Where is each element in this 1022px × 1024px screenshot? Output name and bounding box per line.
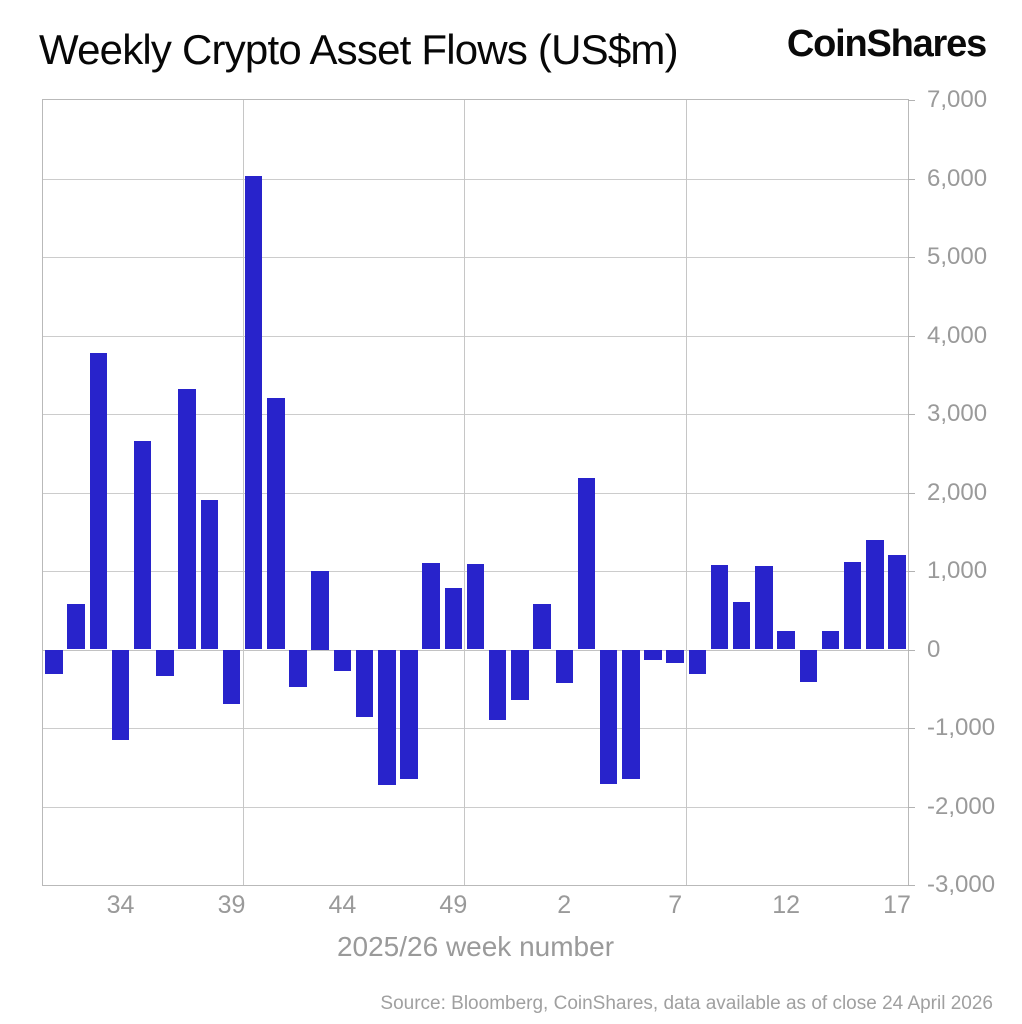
gridline-x: [686, 100, 688, 885]
bar-week-10: [732, 602, 751, 650]
x-axis-label-week-34: 34: [106, 891, 135, 919]
chart-title: Weekly Crypto Asset Flows (US$m): [39, 26, 679, 73]
y-tick-5000: [908, 257, 915, 258]
y-axis-label-4000: 4,000: [927, 321, 988, 349]
x-axis-label-week-17: 17: [883, 891, 911, 919]
y-axis-label-6000: 6,000: [927, 164, 988, 192]
coinshares-logo: CoinShares: [786, 23, 987, 65]
bar-week-43: [311, 571, 329, 650]
bar-week-37: [178, 388, 196, 650]
gridline-y-0: [43, 649, 908, 651]
bar-week-1: [533, 603, 551, 650]
bar-week-4: [599, 649, 618, 784]
y-axis-label--1000: -1,000: [927, 714, 996, 741]
bar-week-42: [289, 649, 307, 688]
y-tick-7000: [908, 100, 915, 101]
y-tick-2000: [908, 492, 915, 494]
x-axis-label-week-49: 49: [439, 891, 468, 919]
bar-week-13: [799, 649, 818, 682]
gridline-x: [242, 100, 244, 885]
bar-week-35: [133, 440, 152, 650]
gridline-y-5000: [43, 257, 908, 258]
bar-week-50: [466, 563, 485, 650]
y-tick-0: [908, 649, 915, 651]
source-note: Source: Bloomberg, CoinShares, data avai…: [380, 993, 993, 1014]
y-axis-label-1000: 1,000: [927, 557, 988, 584]
x-axis-title: 2025/26 week number: [336, 931, 615, 962]
bar-week-52: [511, 649, 529, 700]
bar-week-17: [888, 555, 906, 650]
bar-week-47: [400, 649, 418, 780]
y-axis-label-2000: 2,000: [927, 478, 988, 506]
bar-week-41: [267, 398, 285, 650]
bar-week-9: [710, 564, 729, 650]
gridline-y-2000: [43, 492, 908, 494]
y-tick-4000: [908, 335, 915, 337]
bar-week-16: [866, 539, 884, 650]
y-axis-label--2000: -2,000: [927, 792, 996, 820]
bar-week-8: [688, 649, 707, 674]
bar-week-51: [488, 649, 507, 721]
bar-week-2: [555, 649, 573, 684]
bar-week-44: [333, 649, 352, 671]
gridline-y-4000: [43, 335, 908, 337]
y-tick--3000: [908, 885, 915, 886]
x-axis-label-week-44: 44: [328, 891, 357, 919]
bar-week-6: [644, 649, 662, 661]
bar-week-15: [843, 561, 862, 650]
gridline-y--2000: [43, 806, 908, 808]
gridline-y-3000: [43, 414, 908, 415]
bar-week-7: [666, 649, 684, 663]
x-axis-label-week-39: 39: [217, 891, 246, 919]
bar-week-45: [355, 649, 374, 717]
bar-week-3: [577, 478, 596, 650]
gridline-y-6000: [43, 178, 908, 180]
y-tick--1000: [908, 728, 915, 729]
gridline-x: [464, 100, 466, 885]
gridline-y--1000: [43, 728, 908, 729]
y-tick-1000: [908, 571, 915, 572]
x-axis-label-week-2: 2: [557, 891, 572, 919]
bar-week-40: [244, 176, 263, 650]
bar-week-38: [200, 500, 219, 650]
bar-week-49: [444, 588, 463, 650]
bar-week-36: [156, 649, 174, 677]
y-tick-3000: [908, 414, 915, 415]
x-axis-label-week-7: 7: [668, 891, 683, 919]
bar-week-11: [755, 566, 773, 650]
x-axis-label-week-12: 12: [772, 891, 800, 919]
bar-week-33: [89, 352, 108, 650]
bar-week-46: [378, 649, 396, 785]
bar-week-34: [111, 649, 130, 740]
y-axis-label-5000: 5,000: [927, 243, 988, 270]
bar-week-12: [777, 631, 795, 650]
bar-week-32: [67, 603, 85, 650]
y-tick-6000: [908, 178, 915, 180]
y-axis-label-7000: 7,000: [927, 86, 988, 113]
y-axis-label--3000: -3,000: [927, 871, 996, 898]
bar-week-31: [45, 649, 63, 674]
plot-area: [42, 99, 915, 886]
y-axis-label-0: 0: [927, 635, 941, 663]
bar-week-5: [622, 649, 640, 780]
y-axis-label-3000: 3,000: [927, 400, 988, 427]
bar-week-39: [222, 649, 241, 704]
y-tick--2000: [908, 806, 915, 808]
bar-week-48: [422, 563, 440, 650]
bar-week-14: [821, 631, 840, 650]
